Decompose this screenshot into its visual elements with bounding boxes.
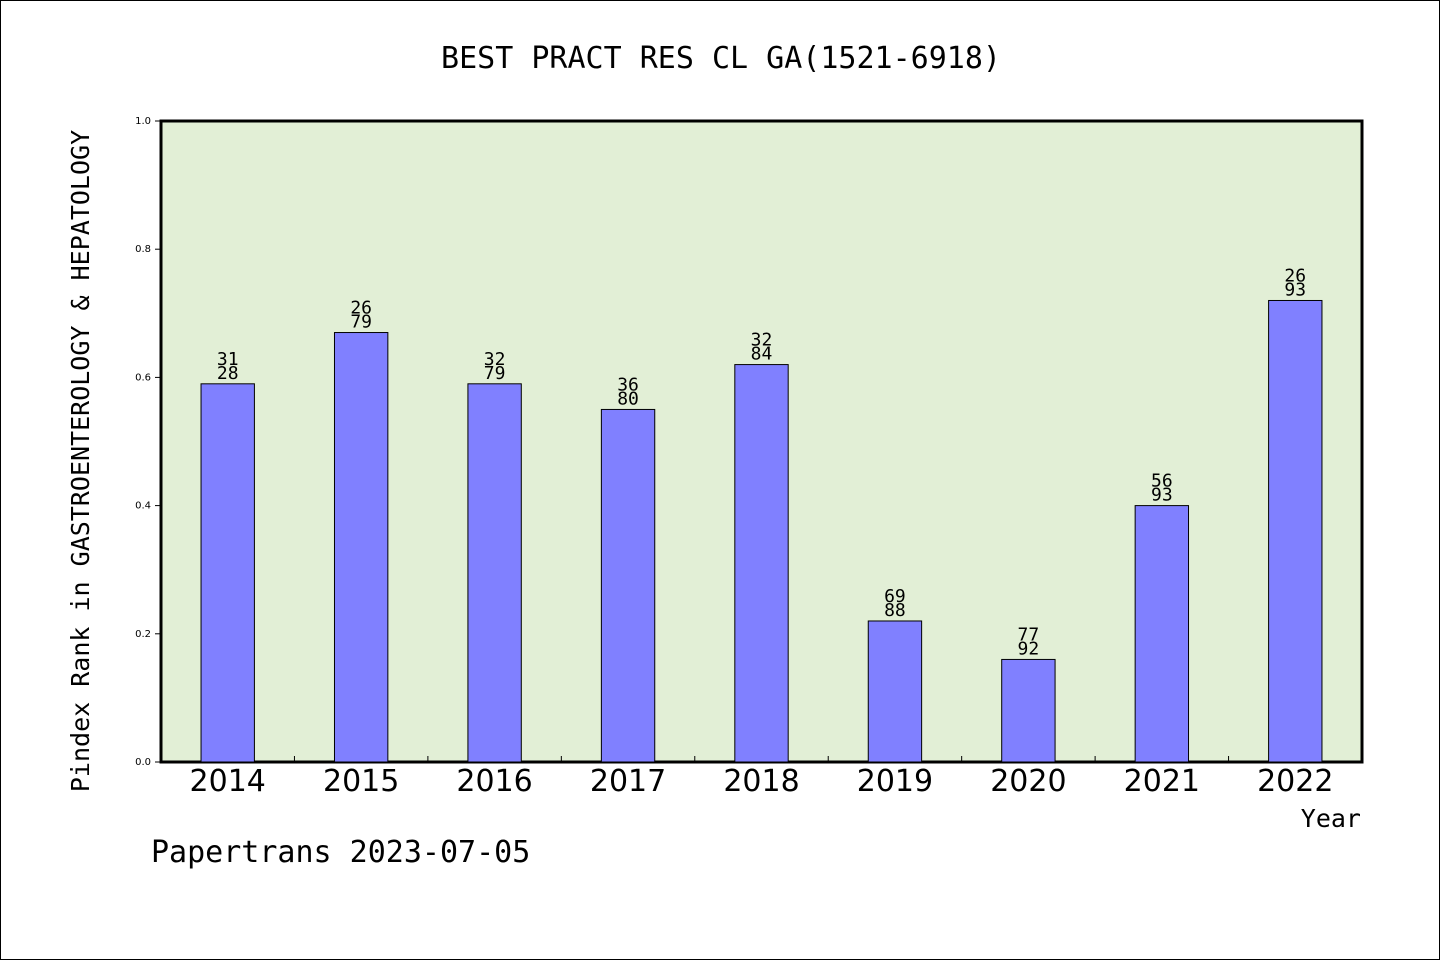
bar-label-2014-1: 31 <box>217 349 239 370</box>
x-tick-label-2017: 2017 <box>590 764 666 799</box>
bar-2022 <box>1268 299 1323 763</box>
x-tick-label-2022: 2022 <box>1257 764 1333 799</box>
bar-2016 <box>467 383 522 763</box>
bar-label-2022-1: 26 <box>1284 265 1306 286</box>
x-tick-label-2018: 2018 <box>723 764 799 799</box>
y-tick-label-0.2: 0.2 <box>135 629 151 640</box>
y-tick-label-1.0: 1.0 <box>135 116 151 127</box>
bar-label-2017-1: 36 <box>617 374 639 395</box>
bar-label-2018-1: 32 <box>751 330 773 351</box>
x-tick-label-2019: 2019 <box>857 764 933 799</box>
bar-2020 <box>1001 658 1056 763</box>
x-tick-label-2015: 2015 <box>323 764 399 799</box>
bar-label-2015-2: 79 <box>350 312 372 333</box>
bar-2015 <box>333 332 389 763</box>
bar-label-2021-2: 93 <box>1151 485 1173 506</box>
footer-credit: Papertrans 2023-07-05 <box>151 835 531 870</box>
x-tick-label-2021: 2021 <box>1124 764 1200 799</box>
x-tick-label-2014: 2014 <box>190 764 266 799</box>
bar-2021 <box>1134 505 1190 763</box>
bar-label-2014-2: 28 <box>217 363 239 384</box>
x-tick-label-2020: 2020 <box>990 764 1066 799</box>
bar-label-2017-2: 80 <box>617 388 639 409</box>
chart-title: BEST PRACT RES CL GA(1521-6918) <box>441 41 1001 76</box>
bar-2017 <box>600 408 656 763</box>
bar-label-2020-1: 77 <box>1018 624 1040 645</box>
bar-2014 <box>200 383 255 763</box>
bar-2019 <box>867 620 923 763</box>
bar-label-2019-2: 88 <box>884 600 906 621</box>
bar-label-2021-1: 56 <box>1151 471 1173 492</box>
bar-label-2016-2: 79 <box>484 363 506 384</box>
y-tick-label-0.6: 0.6 <box>135 372 151 383</box>
bar-label-2015-1: 26 <box>350 298 372 319</box>
x-tick-label-2016: 2016 <box>456 764 532 799</box>
bar-label-2018-2: 84 <box>751 344 773 365</box>
bar-label-2020-2: 92 <box>1018 638 1040 659</box>
y-tick-label-0.4: 0.4 <box>135 501 151 512</box>
y-axis-title: Pindex Rank in GASTROENTEROLOGY & HEPATO… <box>66 130 95 792</box>
y-tick-label-0.0: 0.0 <box>135 757 151 768</box>
bar-label-2019-1: 69 <box>884 586 906 607</box>
x-axis-title: Year <box>1301 804 1361 833</box>
y-tick-label-0.8: 0.8 <box>135 244 151 255</box>
bar-label-2022-2: 93 <box>1284 279 1306 300</box>
bar-label-2016-1: 32 <box>484 349 506 370</box>
bar-2018 <box>734 364 789 763</box>
